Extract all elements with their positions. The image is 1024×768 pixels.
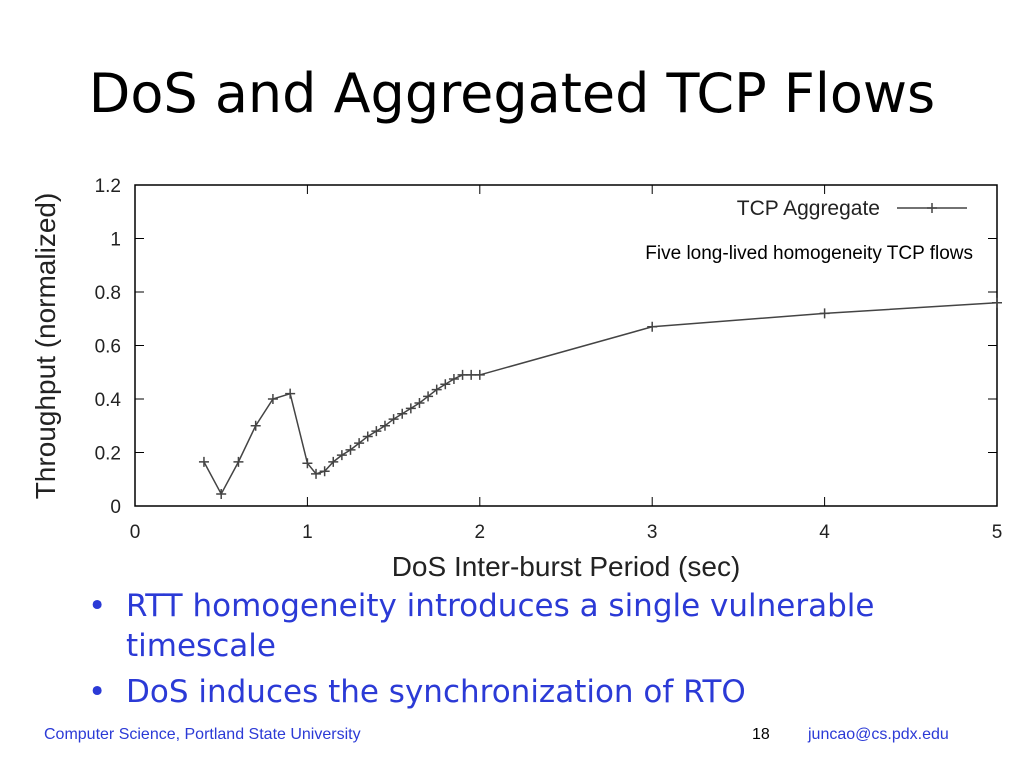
page-number: 18 xyxy=(752,726,770,743)
data-point xyxy=(311,468,322,479)
data-point xyxy=(388,414,399,425)
y-tick-label: 0.2 xyxy=(95,444,121,465)
data-point xyxy=(819,308,830,319)
data-point xyxy=(216,488,227,499)
chart: DoS Inter-burst Period (sec) Throughput … xyxy=(30,176,1003,582)
data-point xyxy=(440,379,451,390)
x-axis-label: DoS Inter-burst Period (sec) xyxy=(392,551,741,582)
y-axis-label: Throughput (normalized) xyxy=(30,193,61,500)
data-point xyxy=(414,398,425,409)
data-point xyxy=(371,426,382,437)
data-point xyxy=(336,450,347,461)
data-point xyxy=(992,297,1002,308)
data-line xyxy=(203,301,998,496)
x-tick-label: 4 xyxy=(819,522,830,543)
data-point xyxy=(319,466,330,477)
data-point xyxy=(474,369,485,380)
data-point xyxy=(302,458,313,469)
plot-frame xyxy=(134,184,998,507)
legend-label: TCP Aggregate xyxy=(737,197,880,220)
y-tick-label: 0.8 xyxy=(95,283,121,304)
data-point xyxy=(328,456,339,467)
slide-title: DoS and Aggregated TCP Flows xyxy=(88,62,936,125)
data-point xyxy=(405,403,416,414)
data-point xyxy=(379,420,390,431)
y-tick-label: 1 xyxy=(110,230,121,251)
x-tick-label: 1 xyxy=(302,522,313,543)
data-point xyxy=(362,431,373,442)
data-point xyxy=(423,391,434,402)
data-point xyxy=(198,456,209,467)
data-point xyxy=(431,384,442,395)
data-point xyxy=(647,321,658,332)
bullet: DoS induces the synchronization of RTO xyxy=(88,672,988,712)
data-point xyxy=(466,369,477,380)
footer-left: Computer Science, Portland State Univers… xyxy=(44,726,361,743)
data-point xyxy=(345,444,356,455)
data-point xyxy=(397,408,408,419)
footer-email: juncao@cs.pdx.edu xyxy=(808,726,949,743)
bullet-list: RTT homogeneity introduces a single vuln… xyxy=(88,586,988,718)
y-tick-label: 0.6 xyxy=(95,337,121,358)
y-tick-label: 0 xyxy=(110,497,121,518)
legend-marker xyxy=(927,203,937,213)
x-tick-label: 2 xyxy=(475,522,486,543)
data-point xyxy=(267,394,278,404)
x-tick-label: 0 xyxy=(130,522,141,543)
annotation: Five long-lived homogeneity TCP flows xyxy=(645,243,973,264)
data-point xyxy=(250,420,261,431)
data-point xyxy=(448,373,459,384)
x-tick-label: 5 xyxy=(992,522,1003,543)
data-point xyxy=(354,438,365,449)
x-tick-label: 3 xyxy=(647,522,658,543)
y-tick-label: 0.4 xyxy=(95,390,122,411)
bullet: RTT homogeneity introduces a single vuln… xyxy=(88,586,988,666)
y-tick-label: 1.2 xyxy=(95,176,121,197)
data-point xyxy=(233,456,244,467)
data-point xyxy=(457,369,468,380)
data-point xyxy=(285,388,296,399)
